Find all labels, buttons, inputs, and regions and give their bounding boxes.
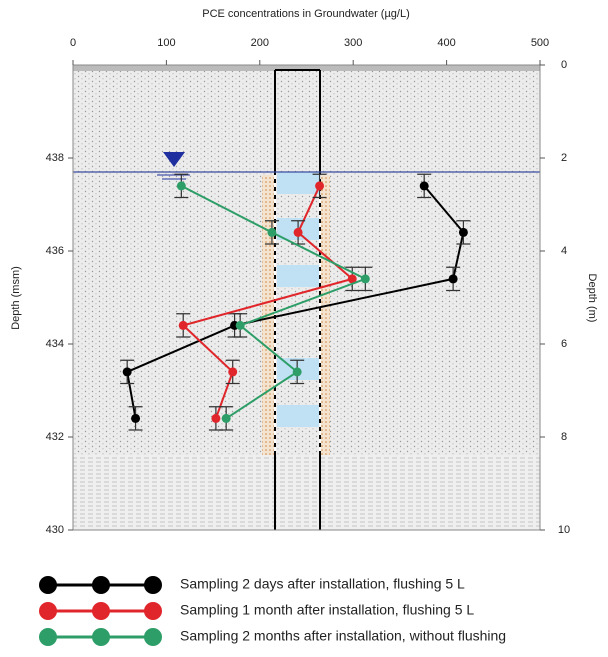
series-line xyxy=(181,185,355,419)
series-line xyxy=(180,185,368,420)
data-point xyxy=(178,320,188,330)
data-point xyxy=(122,367,132,377)
legend-marker xyxy=(144,628,162,646)
plot-frame xyxy=(72,64,541,531)
y2-tick-label: 10 xyxy=(558,524,570,536)
legend: Sampling 2 days after installation, flus… xyxy=(39,576,506,646)
soil-profile xyxy=(73,65,540,530)
y2-tick-label: 6 xyxy=(561,338,567,350)
y2-axis-label: Depth (m) xyxy=(586,274,598,323)
x-tick-label: 300 xyxy=(344,37,362,49)
x-tick-label: 400 xyxy=(437,37,455,49)
data-point xyxy=(458,227,468,237)
y-tick-label: 434 xyxy=(46,338,64,350)
legend-marker xyxy=(92,576,110,594)
data-point xyxy=(347,274,357,284)
data-point xyxy=(211,413,221,423)
y2-tick-label: 0 xyxy=(561,59,567,71)
data-point xyxy=(235,320,245,330)
data-point xyxy=(228,367,238,377)
x-tick-label: 0 xyxy=(70,37,76,49)
data-point xyxy=(292,367,302,377)
data-point xyxy=(131,413,141,423)
legend-marker xyxy=(92,602,110,620)
legend-marker xyxy=(39,602,57,620)
data-point xyxy=(315,181,325,191)
data-point xyxy=(360,274,370,284)
legend-label: Sampling 2 days after installation, flus… xyxy=(180,576,465,592)
y-axis-label: Depth (msm) xyxy=(10,266,22,330)
legend-marker xyxy=(39,576,57,594)
legend-marker xyxy=(92,628,110,646)
x-tick-label: 500 xyxy=(531,37,549,49)
series-line xyxy=(126,185,465,419)
legend-marker xyxy=(144,602,162,620)
y2-tick-label: 2 xyxy=(561,152,567,164)
x-tick-label: 200 xyxy=(251,37,269,49)
y2-tick-label: 8 xyxy=(561,431,567,443)
y-tick-label: 438 xyxy=(46,152,64,164)
data-point xyxy=(176,181,186,191)
legend-marker xyxy=(39,628,57,646)
y-tick-label: 436 xyxy=(46,245,64,257)
x-tick-label: 100 xyxy=(157,37,175,49)
data-point xyxy=(448,274,458,284)
y-tick-label: 432 xyxy=(46,431,64,443)
legend-label: Sampling 1 month after installation, flu… xyxy=(180,602,474,618)
legend-marker xyxy=(144,576,162,594)
legend-label: Sampling 2 months after installation, wi… xyxy=(180,628,506,644)
data-point xyxy=(293,227,303,237)
y-tick-label: 430 xyxy=(46,524,64,536)
data-point xyxy=(419,181,429,191)
data-point xyxy=(221,413,231,423)
chart-title: PCE concentrations in Groundwater (µg/L) xyxy=(202,8,410,20)
data-point xyxy=(267,227,277,237)
y2-tick-label: 4 xyxy=(561,245,567,257)
